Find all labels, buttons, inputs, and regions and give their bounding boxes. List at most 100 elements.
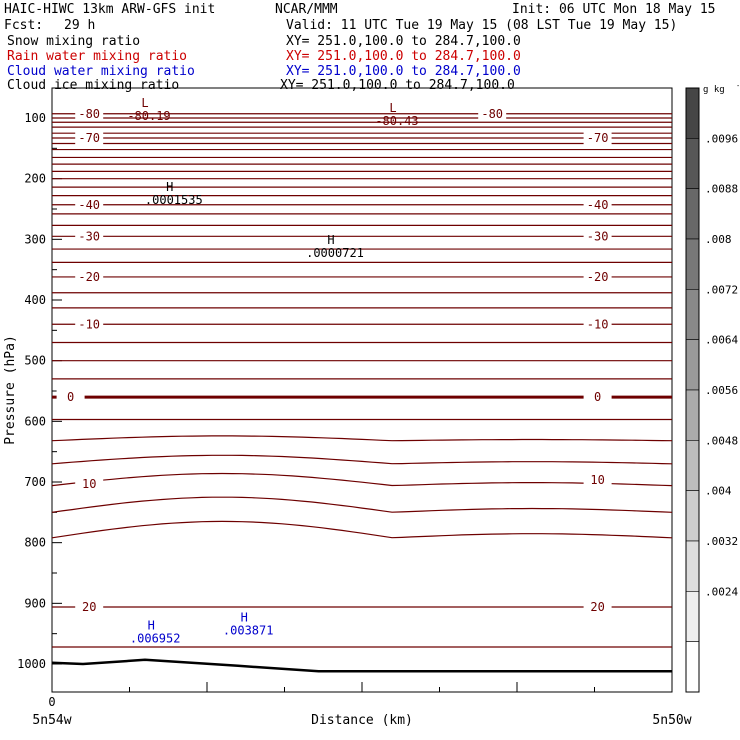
org-label: NCAR/MMM bbox=[275, 2, 338, 17]
colorbar-swatch bbox=[685, 138, 700, 189]
y-axis-title: Pressure (hPa) bbox=[3, 335, 18, 445]
isotherm-label: -10 bbox=[78, 317, 100, 331]
forecast-label: Fcst: bbox=[4, 18, 44, 33]
colorbar-frame bbox=[685, 87, 700, 693]
y-tick-label: 1000 bbox=[17, 657, 46, 671]
colorbar-swatch bbox=[685, 389, 700, 441]
extremum-mark: H bbox=[148, 618, 155, 632]
y-tick-label: 700 bbox=[24, 475, 46, 489]
terrain-line bbox=[51, 658, 672, 673]
forecast-hours: 29 h bbox=[64, 18, 96, 33]
colorbar-unit: g kg bbox=[703, 85, 725, 95]
isotherm-label: 10 bbox=[82, 477, 96, 491]
rain-field-label: Rain water mixing ratio bbox=[7, 49, 188, 64]
isotherm-label: -70 bbox=[78, 131, 100, 145]
rain-field-xy: XY= 251.0,100.0 to 284.7,100.0 bbox=[286, 49, 521, 64]
y-tick-label: 100 bbox=[24, 111, 46, 125]
isotherm-label: 20 bbox=[590, 600, 604, 614]
isotherm-label-bg bbox=[583, 197, 612, 212]
colorbar-swatch bbox=[685, 490, 700, 542]
isotherm-label: 20 bbox=[82, 600, 96, 614]
isotherm-label-bg bbox=[56, 390, 85, 405]
isotherm-label: 0 bbox=[594, 390, 601, 404]
colorbar-label: .0096 bbox=[705, 132, 738, 145]
isotherm-label-bg bbox=[75, 131, 104, 146]
snow-field-label: Snow mixing ratio bbox=[7, 34, 141, 49]
x-tick-label: 0 bbox=[48, 695, 55, 709]
isotherm-label-bg bbox=[75, 476, 104, 491]
colorbar-unit-exponent: -1 bbox=[736, 82, 740, 90]
isotherm-label: 0 bbox=[67, 390, 74, 404]
isotherm-label: -10 bbox=[587, 317, 609, 331]
isotherm-label: -40 bbox=[78, 198, 100, 212]
isotherm-label-bg bbox=[75, 106, 104, 121]
colorbar-label: .0032 bbox=[705, 535, 738, 548]
isotherm-label: -80 bbox=[481, 107, 503, 121]
extremum-value: .006952 bbox=[130, 631, 181, 645]
isotherm-label: -30 bbox=[587, 229, 609, 243]
cloud-water-field-xy: XY= 251.0,100.0 to 284.7,100.0 bbox=[286, 64, 521, 79]
extremum-value: -80.43 bbox=[375, 114, 418, 128]
y-tick-label: 400 bbox=[24, 293, 46, 307]
isotherm-label-bg bbox=[583, 131, 612, 146]
colorbar-swatch bbox=[685, 188, 700, 240]
isotherm-label-bg bbox=[75, 197, 104, 212]
extremum-mark: H bbox=[241, 611, 248, 625]
y-tick-label: 900 bbox=[24, 596, 46, 610]
colorbar-label: .0088 bbox=[705, 183, 738, 196]
isotherm-label-bg bbox=[478, 106, 507, 121]
colorbar-swatch bbox=[685, 440, 700, 491]
isotherm-label-bg bbox=[75, 317, 104, 332]
x-left-label: 5n54w bbox=[32, 713, 71, 728]
isotherm-label-bg bbox=[583, 269, 612, 284]
extremum-mark: L bbox=[389, 101, 396, 115]
isotherm-line bbox=[51, 520, 673, 539]
isotherm-label: -30 bbox=[78, 229, 100, 243]
cloud-ice-field-label: Cloud ice mixing ratio bbox=[7, 78, 180, 93]
colorbar-swatch bbox=[685, 591, 700, 642]
extremum-value: .0001535 bbox=[145, 193, 203, 207]
isotherm-line bbox=[51, 435, 673, 442]
colorbar-swatch bbox=[685, 87, 700, 139]
cloud-water-field-label: Cloud water mixing ratio bbox=[7, 64, 195, 79]
isotherm-label-bg bbox=[583, 317, 612, 332]
isotherm-label-bg bbox=[583, 473, 612, 488]
y-tick-label: 300 bbox=[24, 232, 46, 246]
isotherm-label: -80 bbox=[78, 107, 100, 121]
isotherm-line bbox=[51, 472, 673, 487]
isotherm-line bbox=[51, 496, 673, 513]
snow-field-xy: XY= 251.0,100.0 to 284.7,100.0 bbox=[286, 34, 521, 49]
isotherm-label-bg bbox=[75, 599, 104, 614]
isotherm-label-bg bbox=[583, 390, 612, 405]
y-tick-label: 600 bbox=[24, 414, 46, 428]
isotherm-label-bg bbox=[75, 229, 104, 244]
colorbar-label: .0064 bbox=[705, 334, 738, 347]
extremum-value: .0000721 bbox=[306, 246, 364, 260]
colorbar-swatch bbox=[685, 339, 700, 391]
x-right-label: 5n50w bbox=[652, 713, 691, 728]
x-axis-title: Distance (km) bbox=[311, 713, 413, 728]
model-title: HAIC-HIWC 13km ARW-GFS init bbox=[4, 2, 216, 17]
y-tick-label: 800 bbox=[24, 536, 46, 550]
y-tick-label: 200 bbox=[24, 172, 46, 186]
colorbar-swatch bbox=[685, 289, 700, 340]
cloud-ice-field-xy: XY= 251.0,100.0 to 284.7,100.0 bbox=[280, 78, 515, 93]
colorbar-label: .008 bbox=[705, 233, 732, 246]
init-time: Init: 06 UTC Mon 18 May 15 bbox=[512, 2, 716, 17]
extremum-mark: H bbox=[166, 180, 173, 194]
extremum-mark: L bbox=[141, 96, 148, 110]
extremum-value: .003871 bbox=[223, 624, 274, 638]
colorbar-label: .0072 bbox=[705, 283, 738, 296]
isotherm-label: 10 bbox=[590, 473, 604, 487]
colorbar-label: .0024 bbox=[705, 585, 738, 598]
isotherm-label: -40 bbox=[587, 198, 609, 212]
isotherm-label: -20 bbox=[587, 270, 609, 284]
isotherm-label-bg bbox=[75, 269, 104, 284]
extremum-value: -80.19 bbox=[127, 109, 170, 123]
y-tick-label: 500 bbox=[24, 354, 46, 368]
colorbar-label: .0056 bbox=[705, 384, 738, 397]
colorbar-swatch bbox=[685, 540, 700, 592]
valid-time: Valid: 11 UTC Tue 19 May 15 (08 LST Tue … bbox=[286, 18, 678, 33]
colorbar-label: .0048 bbox=[705, 434, 738, 447]
